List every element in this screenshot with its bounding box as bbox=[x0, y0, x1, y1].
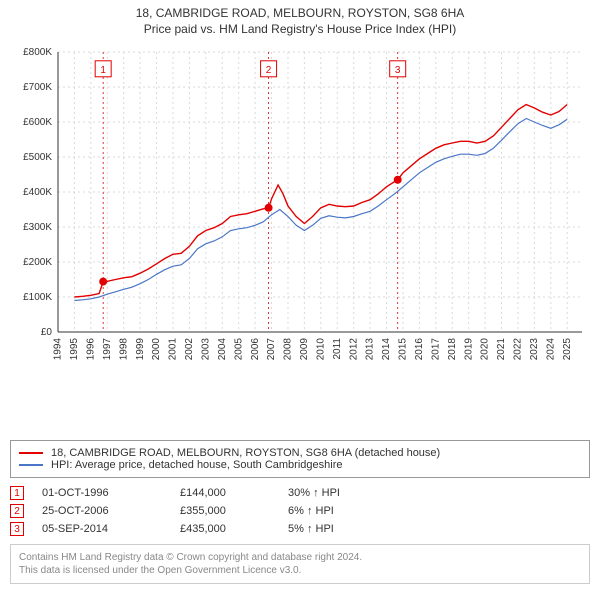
sale-dot bbox=[265, 204, 273, 212]
svg-text:2000: 2000 bbox=[151, 338, 162, 361]
svg-text:£100K: £100K bbox=[23, 292, 52, 303]
svg-text:2005: 2005 bbox=[233, 338, 244, 361]
svg-text:£0: £0 bbox=[41, 327, 53, 338]
svg-text:2021: 2021 bbox=[496, 338, 507, 361]
sale-date: 25-OCT-2006 bbox=[42, 505, 162, 517]
sale-diff-vs-hpi: 5% ↑ HPI bbox=[288, 523, 398, 535]
sale-price: £144,000 bbox=[180, 487, 270, 499]
svg-text:2025: 2025 bbox=[562, 338, 573, 361]
sale-marker-chip: 2 bbox=[10, 504, 24, 518]
svg-text:2004: 2004 bbox=[217, 338, 228, 361]
footer-attribution: Contains HM Land Registry data © Crown c… bbox=[10, 544, 590, 584]
svg-text:2007: 2007 bbox=[266, 338, 277, 361]
sale-date: 01-OCT-1996 bbox=[42, 487, 162, 499]
svg-text:£300K: £300K bbox=[23, 222, 52, 233]
svg-text:2019: 2019 bbox=[463, 338, 474, 361]
legend-item: 18, CAMBRIDGE ROAD, MELBOURN, ROYSTON, S… bbox=[19, 447, 581, 459]
svg-text:2012: 2012 bbox=[348, 338, 359, 361]
sale-diff-vs-hpi: 30% ↑ HPI bbox=[288, 487, 398, 499]
legend: 18, CAMBRIDGE ROAD, MELBOURN, ROYSTON, S… bbox=[10, 440, 590, 478]
sale-marker-chip: 1 bbox=[10, 486, 24, 500]
sale-price: £355,000 bbox=[180, 505, 270, 517]
svg-text:2013: 2013 bbox=[365, 338, 376, 361]
svg-text:2020: 2020 bbox=[480, 338, 491, 361]
svg-text:1998: 1998 bbox=[118, 338, 129, 361]
svg-text:£700K: £700K bbox=[23, 82, 52, 93]
svg-text:2014: 2014 bbox=[381, 338, 392, 361]
svg-text:2024: 2024 bbox=[545, 338, 556, 361]
svg-text:1996: 1996 bbox=[85, 338, 96, 361]
svg-text:2023: 2023 bbox=[529, 338, 540, 361]
svg-text:2011: 2011 bbox=[332, 338, 343, 360]
sale-marker-chip: 3 bbox=[10, 522, 24, 536]
title-line-1: 18, CAMBRIDGE ROAD, MELBOURN, ROYSTON, S… bbox=[10, 6, 590, 20]
svg-text:£600K: £600K bbox=[23, 117, 52, 128]
svg-text:1997: 1997 bbox=[102, 338, 113, 361]
svg-text:1995: 1995 bbox=[69, 338, 80, 361]
sales-table: 1 01-OCT-1996 £144,000 30% ↑ HPI 2 25-OCT-200… bbox=[10, 484, 590, 538]
chart-area: £0 £100K £200K £300K £400K £500K £600K £700K £80… bbox=[10, 42, 590, 434]
svg-text:2015: 2015 bbox=[398, 338, 409, 361]
line-chart: £0 £100K £200K £300K £400K £500K £600K £700K £80… bbox=[10, 42, 590, 392]
title-line-2: Price paid vs. HM Land Registry's House … bbox=[10, 22, 590, 36]
svg-text:£800K: £800K bbox=[23, 47, 52, 58]
svg-text:1994: 1994 bbox=[53, 338, 64, 361]
sale-date: 05-SEP-2014 bbox=[42, 523, 162, 535]
svg-text:2022: 2022 bbox=[513, 338, 524, 361]
svg-text:1999: 1999 bbox=[135, 338, 146, 361]
svg-text:2010: 2010 bbox=[315, 338, 326, 361]
chart-titles: 18, CAMBRIDGE ROAD, MELBOURN, ROYSTON, S… bbox=[10, 6, 590, 36]
svg-text:2006: 2006 bbox=[250, 338, 261, 361]
legend-swatch bbox=[19, 464, 43, 466]
legend-item: HPI: Average price, detached house, Sout… bbox=[19, 459, 581, 471]
sale-row: 2 25-OCT-2006 £355,000 6% ↑ HPI bbox=[10, 502, 590, 520]
svg-text:3: 3 bbox=[395, 65, 401, 76]
legend-label: 18, CAMBRIDGE ROAD, MELBOURN, ROYSTON, S… bbox=[51, 447, 440, 459]
svg-text:2003: 2003 bbox=[200, 338, 211, 361]
svg-text:2018: 2018 bbox=[447, 338, 458, 361]
svg-text:2009: 2009 bbox=[299, 338, 310, 361]
sale-diff-vs-hpi: 6% ↑ HPI bbox=[288, 505, 398, 517]
footer-line-1: Contains HM Land Registry data © Crown c… bbox=[19, 551, 581, 564]
legend-label: HPI: Average price, detached house, Sout… bbox=[51, 459, 342, 471]
svg-text:1: 1 bbox=[100, 65, 106, 76]
svg-text:2008: 2008 bbox=[283, 338, 294, 361]
svg-text:£200K: £200K bbox=[23, 257, 52, 268]
sale-price: £435,000 bbox=[180, 523, 270, 535]
svg-text:£500K: £500K bbox=[23, 152, 52, 163]
footer-line-2: This data is licensed under the Open Gov… bbox=[19, 564, 581, 577]
legend-swatch bbox=[19, 452, 43, 454]
svg-text:2001: 2001 bbox=[168, 338, 179, 361]
svg-text:2002: 2002 bbox=[184, 338, 195, 361]
svg-text:£400K: £400K bbox=[23, 187, 52, 198]
svg-text:2016: 2016 bbox=[414, 338, 425, 361]
sale-row: 1 01-OCT-1996 £144,000 30% ↑ HPI bbox=[10, 484, 590, 502]
sale-dot bbox=[99, 278, 107, 286]
svg-text:2: 2 bbox=[266, 65, 272, 76]
sale-dot bbox=[394, 176, 402, 184]
svg-text:2017: 2017 bbox=[430, 338, 441, 361]
sale-row: 3 05-SEP-2014 £435,000 5% ↑ HPI bbox=[10, 520, 590, 538]
